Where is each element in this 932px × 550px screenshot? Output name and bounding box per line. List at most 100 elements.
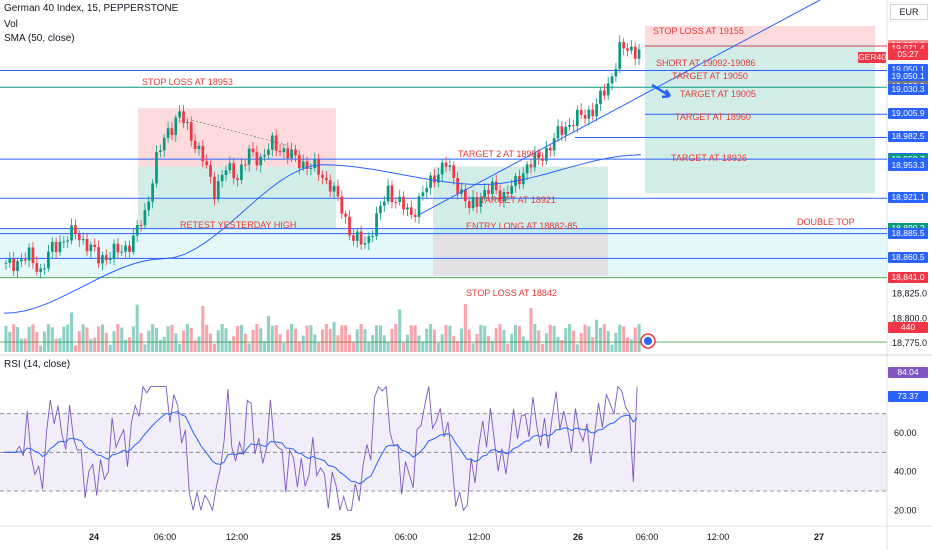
volume-bar: [70, 312, 74, 352]
volume-bar: [386, 341, 390, 352]
candle-body: [224, 170, 228, 175]
volume-bar: [236, 325, 240, 352]
candle-body: [409, 207, 413, 215]
volume-bar: [205, 324, 209, 352]
candle-body: [502, 192, 506, 201]
sma-legend: SMA (50, close): [4, 33, 75, 44]
candle-body: [487, 190, 490, 195]
volume-bar: [108, 344, 112, 352]
volume-bar: [425, 328, 429, 352]
volume-bar: [490, 340, 494, 352]
volume-bar: [81, 324, 85, 352]
candle-body: [66, 240, 70, 242]
volume-bar: [143, 344, 147, 352]
volume-bar: [417, 335, 421, 352]
volume-bar: [328, 328, 332, 352]
volume-bar: [239, 324, 243, 352]
candle-body: [255, 152, 259, 166]
time-tick-label: 06:00: [635, 532, 659, 542]
rsi-line: [4, 385, 638, 512]
volume-bar: [390, 328, 394, 352]
candle-body: [182, 111, 185, 124]
volume-bar: [243, 333, 247, 352]
candle-body: [614, 68, 618, 77]
volume-bar: [23, 338, 27, 352]
volume-bar: [286, 329, 290, 352]
volume-bar: [170, 324, 174, 352]
candle-body: [27, 247, 31, 261]
candle-body: [417, 196, 421, 217]
candle-body: [189, 122, 193, 141]
time-tick-label: 12:00: [706, 532, 730, 542]
candle-body: [286, 148, 290, 159]
candle-body: [471, 197, 475, 208]
volume-bar: [208, 333, 213, 352]
volume-bar: [506, 343, 510, 352]
candle-body: [637, 49, 641, 59]
volume-bar: [618, 324, 622, 352]
volume-bar: [151, 324, 155, 352]
candle-body: [216, 181, 220, 200]
candle-body: [290, 149, 293, 159]
candle-body: [491, 181, 494, 195]
candle-body: [240, 164, 243, 180]
volume-bar: [266, 315, 270, 352]
volume-bar: [100, 324, 104, 352]
candle-body: [340, 196, 344, 214]
candle-body: [602, 90, 606, 96]
range-zone: [0, 229, 887, 277]
candle-body: [23, 259, 27, 261]
currency-selector[interactable]: EUR: [890, 4, 928, 20]
candle-body: [259, 156, 263, 166]
candle-body: [560, 126, 564, 135]
candle-body: [525, 164, 529, 174]
candle-body: [220, 174, 224, 182]
volume-bar: [494, 328, 498, 352]
candle-body: [12, 258, 16, 272]
volume-bar: [297, 341, 301, 352]
candle-body: [151, 183, 154, 202]
volume-bar: [127, 337, 132, 352]
candle-body: [545, 147, 548, 161]
candle-body: [398, 196, 402, 203]
volume-bar: [556, 336, 560, 352]
candle-body: [348, 216, 351, 236]
candle-body: [599, 90, 602, 105]
candle-body: [379, 205, 382, 214]
volume-bar: [568, 324, 572, 352]
candle-body: [629, 46, 633, 51]
volume-bar: [85, 327, 89, 352]
volume-bar: [247, 343, 251, 352]
candle-body: [371, 236, 375, 238]
volume-bar: [564, 327, 568, 352]
volume-bar: [278, 334, 282, 352]
event-marker-dot: [644, 337, 652, 345]
volume-bar: [259, 328, 263, 352]
volume-bar: [471, 343, 475, 352]
volume-bar: [629, 339, 633, 352]
candle-body: [352, 235, 355, 241]
candle-body: [104, 255, 108, 260]
price-tag: 18,982.5: [888, 131, 928, 143]
volume-bar: [12, 324, 16, 352]
volume-bar: [614, 332, 618, 352]
time-tick-label: 26: [572, 532, 584, 542]
volume-bar: [452, 335, 456, 352]
volume-bar: [429, 324, 433, 352]
time-tick-label: 06:00: [394, 532, 418, 542]
candle-body: [448, 165, 452, 167]
volume-bar: [197, 336, 201, 352]
volume-bar: [347, 334, 352, 352]
volume-bar: [378, 325, 382, 352]
stop-zone-box-3: [645, 26, 875, 44]
volume-bar: [251, 329, 255, 352]
annotation-short: SHORT AT 19092-19086: [656, 58, 756, 68]
price-tag: 18,885.5: [888, 227, 928, 239]
price-tick-label: 18,825.0: [892, 289, 927, 299]
price-tag: 19,030.3: [888, 84, 928, 96]
candle-body: [112, 243, 116, 259]
price-tag: 18,841.0: [888, 271, 928, 283]
candle-body: [626, 48, 629, 51]
candle-body: [213, 176, 216, 200]
candle-body: [201, 145, 205, 162]
